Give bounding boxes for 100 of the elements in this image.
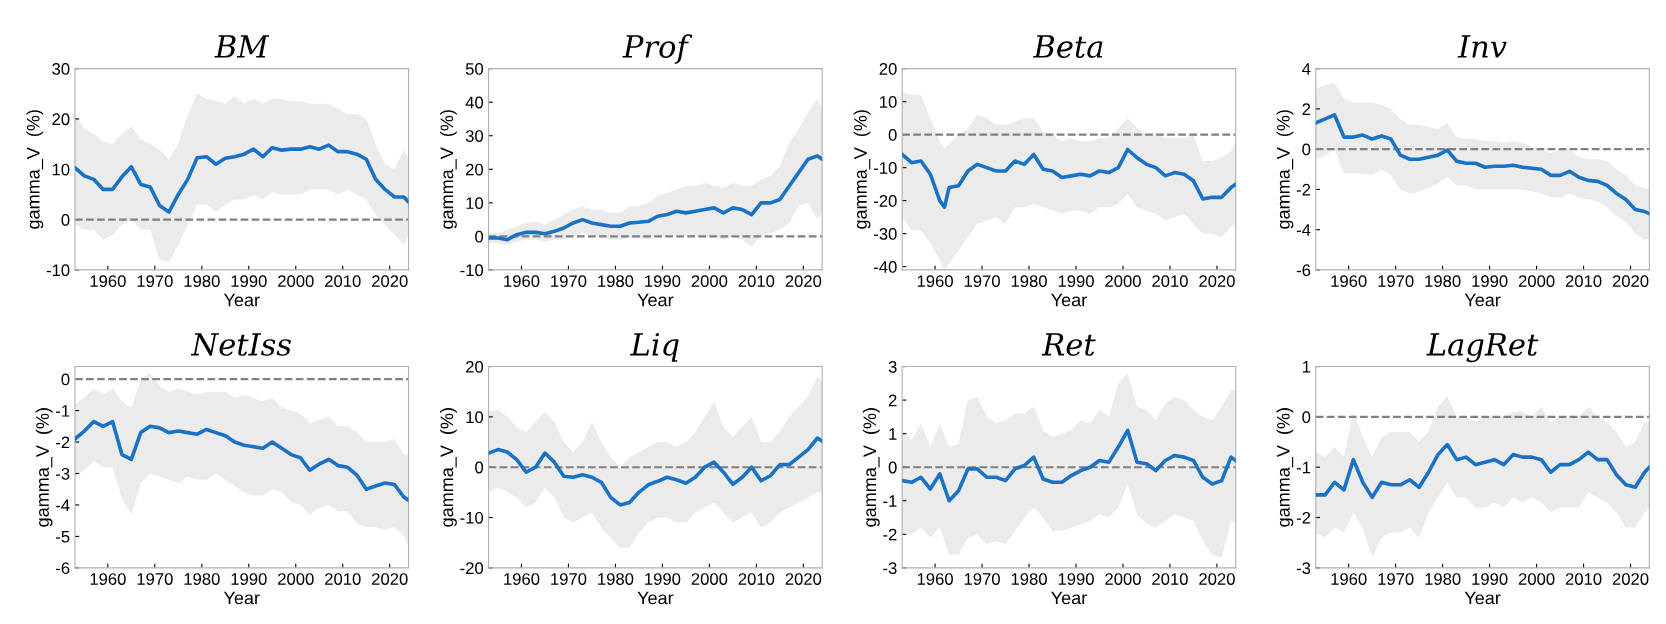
x-tick-label: 2010 — [1152, 573, 1188, 585]
y-tick-label: 20 — [466, 163, 484, 176]
y-axis-title: gamma_V (%) — [26, 110, 44, 229]
x-tick-label: 2000 — [1105, 573, 1141, 585]
y-tick-label: 10 — [52, 163, 70, 176]
x-tick-label: 2020 — [1199, 275, 1235, 288]
x-tick-label: 1990 — [1472, 275, 1508, 288]
y-axis-title: gamma_V (%) — [862, 408, 880, 527]
y-tick-label: -20 — [460, 562, 484, 575]
y-tick-label: -10 — [46, 264, 70, 277]
line-series — [1315, 442, 1650, 500]
y-tick-label: -1 — [56, 405, 70, 417]
x-tick-label: 1990 — [231, 275, 267, 288]
x-tick-label: 2010 — [738, 275, 775, 288]
y-tick-label: 20 — [879, 63, 897, 75]
y-axis-title: gamma_V (%) — [853, 110, 871, 229]
y-tick-label: 40 — [465, 96, 484, 109]
x-tick-label: 1980 — [598, 573, 634, 585]
line-series — [1315, 113, 1650, 216]
y-tick-label: -1 — [883, 495, 897, 507]
x-tick-label: 2000 — [1518, 275, 1555, 288]
y-tick-label: -10 — [873, 162, 897, 174]
x-tick-label: 2020 — [785, 573, 822, 585]
x-tick-label: 1960 — [917, 573, 953, 585]
y-axis-title: gamma_V (%) — [440, 408, 457, 527]
chart-title: LagRet — [1426, 333, 1539, 363]
x-tick-label: 2010 — [1565, 275, 1602, 288]
y-tick-label: 3 — [888, 360, 897, 373]
y-tick-label: 1 — [1302, 361, 1311, 373]
x-tick-label: 2010 — [325, 573, 361, 585]
x-axis-title: Year — [1464, 591, 1501, 605]
y-tick-label: 10 — [466, 411, 484, 424]
x-tick-label: 1980 — [1011, 573, 1047, 585]
x-tick-label: 1980 — [598, 275, 634, 288]
y-tick-label: -3 — [56, 467, 70, 480]
x-tick-label: 1960 — [90, 275, 126, 288]
x-tick-label: 1970 — [137, 573, 173, 585]
y-tick-label: -5 — [56, 530, 70, 543]
y-tick-label: 0 — [1302, 411, 1311, 424]
x-tick-label: 2000 — [691, 275, 728, 288]
chart-title: Beta — [1032, 35, 1103, 58]
x-tick-label: 1990 — [645, 275, 681, 288]
y-tick-label: -2 — [1296, 511, 1311, 524]
x-tick-label: 2020 — [785, 275, 822, 288]
x-tick-label: 2020 — [372, 573, 408, 585]
x-tick-label: 2010 — [1152, 275, 1188, 288]
x-tick-label: 1970 — [1378, 573, 1414, 585]
y-tick-label: 50 — [465, 63, 484, 75]
x-tick-label: 1970 — [551, 573, 587, 585]
y-tick-label: 20 — [466, 360, 484, 373]
x-tick-label: 1960 — [504, 573, 540, 585]
x-axis-title: Year — [1051, 591, 1087, 605]
x-tick-label: 1990 — [231, 573, 267, 585]
y-tick-label: 0 — [1302, 143, 1311, 156]
y-tick-label: 1 — [889, 428, 897, 440]
y-tick-label: -2 — [1296, 183, 1311, 196]
x-tick-label: 1990 — [645, 573, 681, 585]
line-series — [74, 143, 409, 214]
y-tick-label: 2 — [1302, 103, 1311, 115]
x-tick-label: 1960 — [1331, 573, 1367, 585]
x-tick-label: 1980 — [184, 275, 220, 288]
y-axis-title: gamma_V (%) — [440, 110, 457, 229]
x-tick-label: 1980 — [184, 573, 220, 585]
y-tick-label: -3 — [883, 562, 897, 575]
y-tick-label: 30 — [465, 130, 484, 142]
x-tick-label: 2000 — [1518, 573, 1555, 585]
x-tick-label: 1960 — [90, 573, 126, 585]
x-tick-label: 2000 — [691, 573, 728, 585]
line-series — [74, 419, 409, 503]
y-tick-label: 0 — [61, 373, 70, 386]
x-tick-label: 1970 — [1378, 275, 1414, 288]
y-tick-label: -4 — [56, 499, 70, 511]
y-tick-label: 30 — [52, 63, 70, 75]
x-tick-label: 1980 — [1425, 573, 1461, 585]
x-tick-label: 1990 — [1058, 573, 1094, 585]
x-tick-label: 2000 — [1105, 275, 1141, 288]
y-tick-label: -6 — [56, 562, 70, 575]
x-axis-title: Year — [1051, 293, 1087, 307]
x-tick-label: 2020 — [1612, 275, 1649, 288]
y-tick-label: 0 — [475, 461, 484, 474]
y-tick-label: -6 — [1296, 264, 1311, 277]
y-tick-label: 20 — [52, 113, 70, 126]
y-tick-label: -2 — [56, 436, 70, 449]
y-tick-label: 0 — [888, 129, 897, 141]
x-tick-label: 2000 — [278, 275, 314, 288]
y-axis-title: gamma_V (%) — [1276, 110, 1294, 229]
x-tick-label: 1960 — [1331, 275, 1367, 288]
x-axis-title: Year — [223, 591, 260, 605]
y-axis-title: gamma_V (%) — [35, 408, 53, 527]
x-axis-title: Year — [1464, 293, 1501, 307]
x-tick-label: 2000 — [278, 573, 314, 585]
x-tick-label: 1990 — [1472, 573, 1508, 585]
y-tick-label: -3 — [1296, 562, 1311, 575]
y-tick-label: 10 — [466, 197, 484, 210]
y-tick-label: 0 — [475, 230, 484, 243]
chart-title: NetIss — [190, 333, 291, 356]
x-tick-label: 1970 — [964, 275, 1000, 288]
x-tick-label: 2020 — [1612, 573, 1649, 585]
y-tick-label: 0 — [61, 214, 70, 226]
line-series — [488, 154, 823, 242]
